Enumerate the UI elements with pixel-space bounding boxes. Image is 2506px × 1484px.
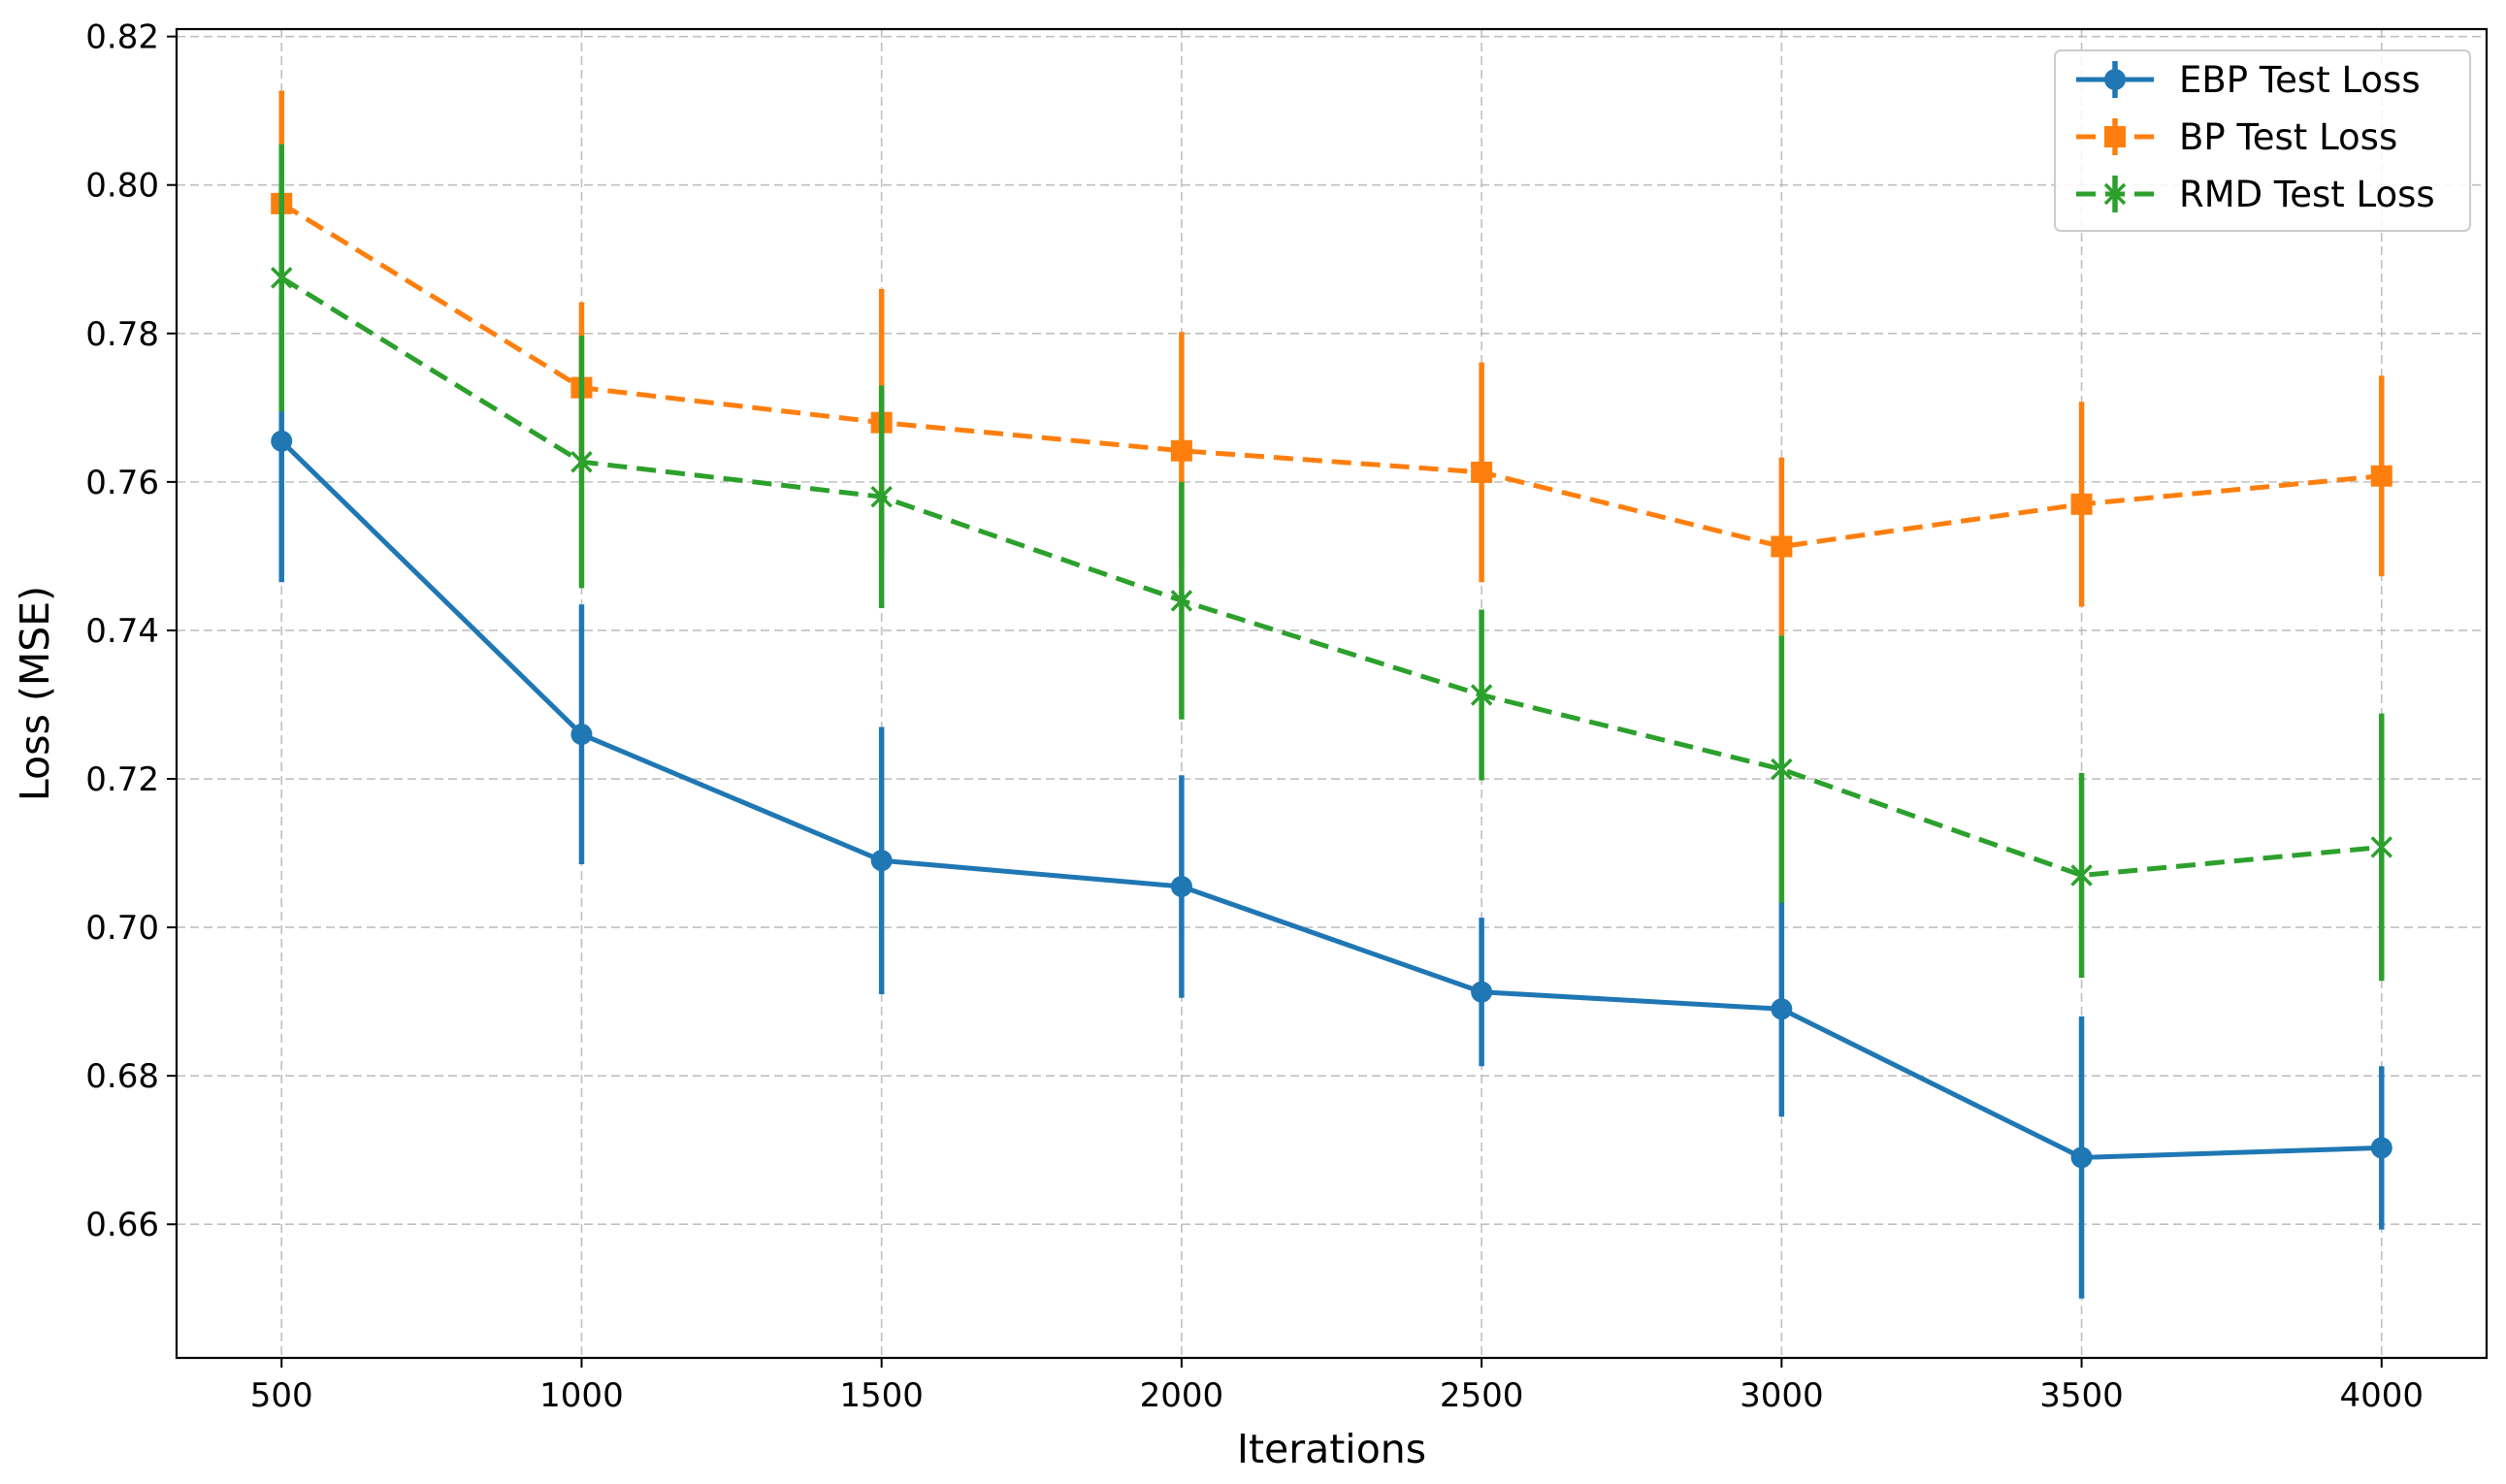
y-tick-label: 0.72	[85, 760, 159, 799]
x-tick-label: 500	[250, 1376, 313, 1415]
data-point	[1170, 590, 1193, 612]
y-tick-label: 0.80	[85, 167, 159, 206]
data-point	[2370, 836, 2393, 858]
y-tick-label: 0.82	[85, 18, 159, 57]
y-tick-label: 0.68	[85, 1057, 159, 1096]
legend-box	[2054, 49, 2471, 232]
x-tick-label: 1500	[839, 1376, 924, 1415]
data-point	[570, 450, 593, 473]
y-tick-label: 0.74	[85, 612, 159, 651]
x-tick-label: 2000	[1140, 1376, 1224, 1415]
data-point	[2070, 493, 2093, 515]
legend-marker	[2104, 69, 2126, 90]
data-point	[570, 724, 593, 746]
series-3	[270, 144, 2393, 982]
legend-entries: EBP Test Loss BP Test Loss RMD Test Loss	[2076, 59, 2435, 215]
axis-ticks: 500 1000 1500 2000 2500 3000 3500 4000 0.66 0.68 0…	[85, 18, 2424, 1415]
y-tick-label: 0.76	[85, 464, 159, 502]
x-tick-label: 2500	[1440, 1376, 1524, 1415]
legend-label: BP Test Loss	[2179, 116, 2397, 158]
legend-label: RMD Test Loss	[2179, 174, 2435, 215]
x-tick-label: 1000	[539, 1376, 624, 1415]
data-point	[2370, 1137, 2392, 1159]
x-axis-title: Iterations	[1237, 1426, 1426, 1472]
data-point	[870, 485, 893, 508]
legend-entry-1: EBP Test Loss	[2076, 59, 2421, 101]
series-line	[279, 439, 2382, 1160]
data-point	[1771, 535, 1793, 558]
legend: EBP Test Loss BP Test Loss RMD Test Loss	[2054, 49, 2471, 232]
legend-entry-2: BP Test Loss	[2076, 116, 2397, 158]
y-tick-label: 0.66	[85, 1206, 159, 1244]
data-point	[1170, 439, 1192, 462]
series-line	[279, 201, 2383, 549]
x-tick-label: 3000	[1740, 1376, 1824, 1415]
data-point	[1470, 684, 1493, 706]
series-1	[271, 300, 2392, 1299]
data-point	[870, 850, 893, 872]
x-tick-label: 3500	[2039, 1376, 2124, 1415]
series-layer	[270, 90, 2393, 1299]
legend-marker	[2103, 182, 2127, 206]
data-point	[2370, 465, 2392, 487]
data-point	[1771, 998, 1793, 1020]
data-point	[2070, 864, 2093, 887]
y-tick-label: 0.70	[85, 909, 159, 948]
data-point	[1771, 758, 1793, 781]
data-point	[1170, 875, 1192, 897]
data-point	[271, 430, 293, 452]
legend-entry-3: RMD Test Loss	[2076, 174, 2435, 215]
y-tick-label: 0.78	[85, 315, 159, 354]
legend-label: EBP Test Loss	[2179, 59, 2421, 101]
data-point	[1471, 461, 1493, 483]
data-point	[2070, 1146, 2093, 1169]
x-tick-label: 4000	[2340, 1376, 2425, 1415]
data-point	[270, 267, 293, 289]
series-line	[279, 275, 2383, 878]
plot-frame	[175, 27, 2489, 1360]
data-point	[1471, 981, 1493, 1003]
legend-marker	[2104, 126, 2126, 147]
y-axis-title: Loss (MSE)	[12, 586, 58, 801]
